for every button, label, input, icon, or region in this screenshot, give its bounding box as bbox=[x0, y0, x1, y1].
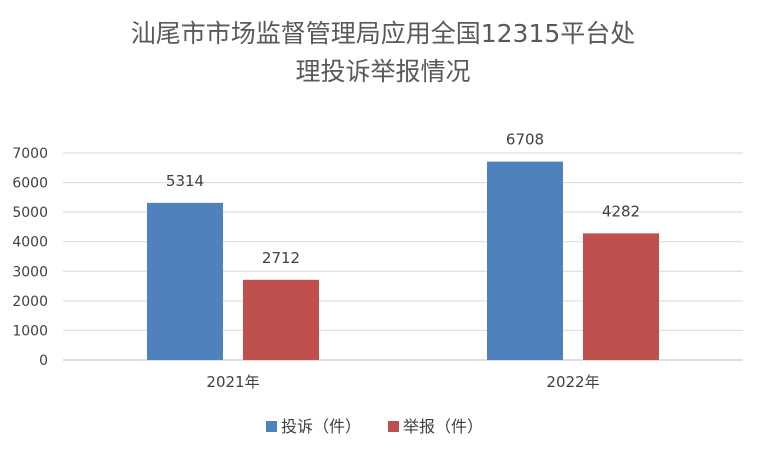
bar-complaint-1 bbox=[487, 161, 563, 360]
legend-label: 举报（件） bbox=[403, 417, 483, 436]
chart-title-line-1: 汕尾市市场监督管理局应用全国12315平台处 bbox=[131, 19, 636, 48]
data-label: 6708 bbox=[506, 131, 544, 149]
data-label: 4282 bbox=[602, 202, 640, 220]
data-labels: 5314 2712 6708 4282 bbox=[166, 131, 640, 267]
legend-swatch bbox=[266, 421, 277, 432]
legend-label: 投诉（件） bbox=[281, 417, 361, 436]
y-tick-label: 3000 bbox=[12, 264, 48, 280]
bar-complaint-0 bbox=[147, 202, 223, 360]
y-tick-label: 4000 bbox=[12, 235, 48, 251]
x-axis: 2021年 2022年 bbox=[206, 373, 599, 391]
data-label: 2712 bbox=[262, 249, 300, 267]
x-tick-label: 2021年 bbox=[206, 373, 259, 391]
legend-swatch bbox=[388, 421, 399, 432]
bar-report-0 bbox=[243, 279, 319, 360]
y-tick-label: 1000 bbox=[12, 323, 48, 339]
bar-report-1 bbox=[583, 233, 659, 360]
y-tick-label: 6000 bbox=[12, 176, 48, 192]
data-label: 5314 bbox=[166, 172, 204, 190]
y-tick-label: 5000 bbox=[12, 205, 48, 221]
bars bbox=[147, 161, 659, 360]
y-tick-label: 7000 bbox=[12, 146, 48, 162]
legend: 投诉（件） 举报（件） bbox=[266, 417, 483, 436]
y-tick-label: 2000 bbox=[12, 294, 48, 310]
x-tick-label: 2022年 bbox=[546, 373, 599, 391]
y-axis: 0 1000 2000 3000 4000 5000 6000 7000 bbox=[12, 146, 48, 369]
y-tick-label: 0 bbox=[39, 353, 48, 369]
chart-title-line-2: 理投诉举报情况 bbox=[295, 57, 470, 86]
